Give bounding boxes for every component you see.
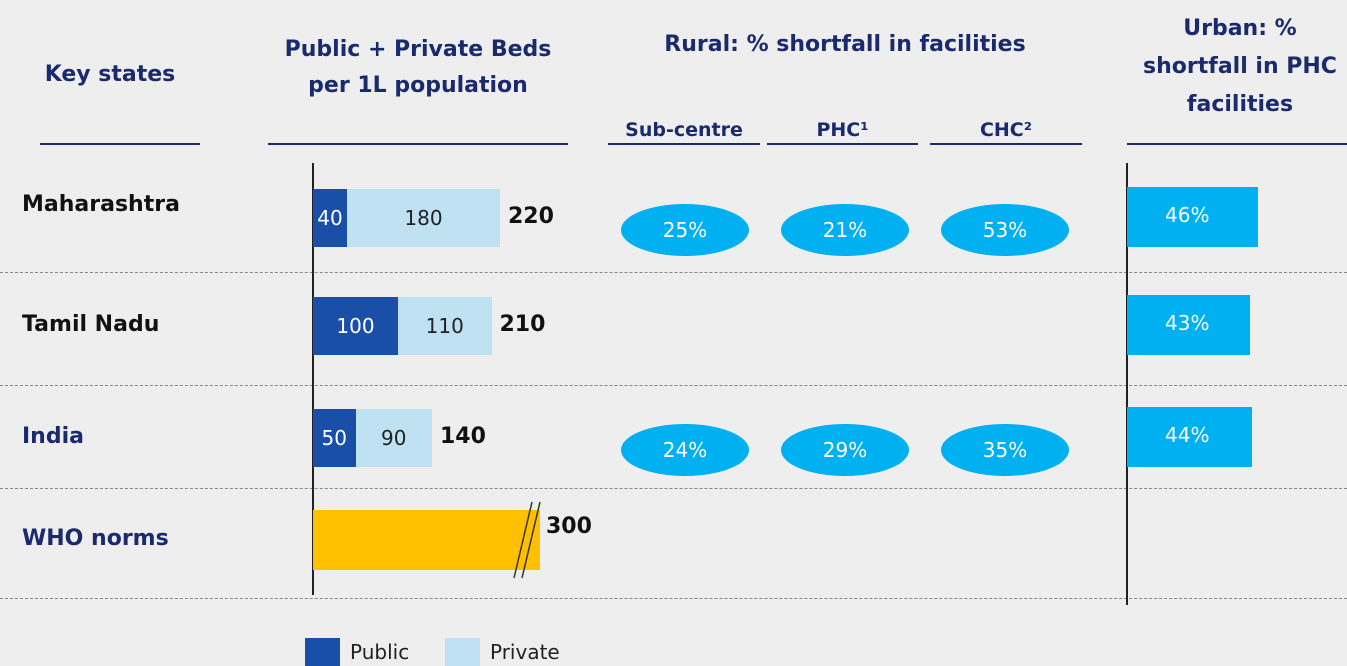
row-divider: [0, 598, 1347, 599]
shortfall-label: 21%: [822, 218, 868, 242]
axis-break: [513, 501, 541, 579]
shortfall-ellipse: [781, 204, 909, 256]
bar-public: [313, 297, 398, 355]
bar-who: [313, 510, 540, 570]
row-label: Maharashtra: [22, 192, 180, 217]
row-divider: [0, 488, 1347, 489]
row-divider: [0, 385, 1347, 386]
bar-label: 40: [317, 206, 343, 230]
legend-label: Private: [490, 640, 560, 664]
bar-private: [355, 409, 432, 467]
total-label: 300: [546, 514, 592, 539]
bar-private: [347, 189, 500, 247]
header-line: shortfall in PHC: [1143, 54, 1337, 79]
shortfall-label: 25%: [662, 218, 708, 242]
row-label: WHO norms: [22, 526, 169, 551]
shortfall-ellipse: [941, 204, 1069, 256]
shortfall-label: 24%: [662, 438, 708, 462]
legend-label: Public: [350, 640, 410, 664]
bar-label: 50: [321, 426, 347, 450]
row-label: Tamil Nadu: [22, 312, 160, 337]
urban-label: 43%: [1165, 311, 1210, 335]
header-rural: Rural: % shortfall in facilities: [664, 32, 1026, 57]
shortfall-label: 29%: [822, 438, 868, 462]
total-label: 220: [508, 204, 554, 229]
header-line: facilities: [1186, 92, 1294, 117]
legend-swatch: [305, 638, 340, 666]
header-chc: CHC²: [979, 119, 1033, 141]
urban-label: 44%: [1165, 423, 1210, 447]
urban-bar: [1127, 407, 1253, 467]
urban-label: 46%: [1165, 203, 1210, 227]
bar-label: 90: [381, 426, 407, 450]
row-label: India: [22, 424, 84, 449]
shortfall-label: 53%: [982, 218, 1028, 242]
shortfall-ellipse: [621, 204, 749, 256]
header-line: per 1L population: [308, 73, 528, 98]
underline: [268, 143, 568, 145]
shortfall-ellipse: [941, 424, 1069, 476]
bar-public: [313, 189, 347, 247]
header-phc: PHC¹: [816, 119, 869, 141]
header-urban: Urban: % shortfall in PHC facilities: [1130, 10, 1347, 124]
bar-label: 100: [336, 314, 375, 338]
row-divider: [0, 272, 1347, 273]
shortfall-ellipse: [621, 424, 749, 476]
underline: [767, 143, 918, 145]
bar-label: 110: [425, 314, 464, 338]
header-states: Key states: [44, 62, 176, 87]
shortfall-ellipse: [781, 424, 909, 476]
shortfall-label: 35%: [982, 438, 1028, 462]
underline: [40, 143, 200, 145]
total-label: 140: [440, 424, 486, 449]
legend-swatch: [445, 638, 480, 666]
bar-label: 180: [404, 206, 443, 230]
urban-bar: [1127, 295, 1250, 355]
axis-line: [1126, 163, 1128, 605]
underline: [1127, 143, 1347, 145]
header-line: Public + Private Beds: [284, 37, 552, 62]
underline: [930, 143, 1082, 145]
header-subcentre: Sub-centre: [625, 119, 743, 141]
bar-private: [398, 297, 492, 355]
total-label: 210: [499, 312, 546, 337]
header-beds: Public + Private Beds per 1L population: [268, 32, 568, 104]
bar-public: [313, 409, 356, 467]
header-line: Urban: %: [1183, 16, 1297, 41]
underline: [608, 143, 760, 145]
urban-bar: [1127, 187, 1259, 247]
axis-line: [312, 163, 314, 595]
